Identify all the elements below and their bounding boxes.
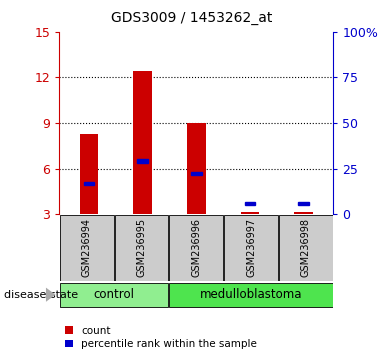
- Bar: [294, 212, 313, 214]
- Bar: [169, 283, 333, 307]
- Bar: [80, 134, 98, 214]
- Bar: [224, 215, 278, 281]
- Text: GDS3009 / 1453262_at: GDS3009 / 1453262_at: [111, 11, 272, 25]
- Text: medulloblastoma: medulloblastoma: [200, 288, 302, 301]
- Text: disease state: disease state: [4, 290, 78, 300]
- Text: GSM236998: GSM236998: [301, 218, 311, 277]
- Text: control: control: [93, 288, 135, 301]
- Bar: [60, 283, 169, 307]
- Bar: [298, 202, 309, 205]
- Bar: [187, 123, 206, 214]
- Text: GSM236994: GSM236994: [82, 218, 92, 277]
- Bar: [60, 215, 114, 281]
- Legend: count, percentile rank within the sample: count, percentile rank within the sample: [65, 326, 257, 349]
- Bar: [83, 182, 94, 185]
- Text: GSM236996: GSM236996: [191, 218, 201, 277]
- Text: GSM236997: GSM236997: [246, 218, 256, 278]
- Bar: [279, 215, 333, 281]
- Bar: [133, 72, 152, 214]
- Bar: [115, 215, 169, 281]
- Bar: [191, 172, 202, 175]
- Text: GSM236995: GSM236995: [136, 218, 147, 278]
- Bar: [241, 212, 259, 214]
- Bar: [137, 159, 148, 162]
- Bar: [169, 215, 223, 281]
- Bar: [245, 202, 255, 205]
